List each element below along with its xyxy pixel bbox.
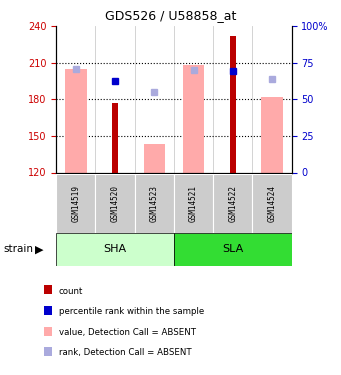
Text: SLA: SLA — [222, 244, 243, 254]
Bar — [56, 174, 95, 232]
Bar — [183, 65, 204, 172]
Text: count: count — [59, 286, 83, 296]
Text: GSM14523: GSM14523 — [150, 185, 159, 222]
Text: rank, Detection Call = ABSENT: rank, Detection Call = ABSENT — [59, 348, 191, 357]
Bar — [95, 174, 135, 232]
Text: SHA: SHA — [104, 244, 127, 254]
Bar — [135, 174, 174, 232]
Text: GSM14522: GSM14522 — [228, 185, 237, 222]
Bar — [174, 232, 292, 266]
Text: GSM14520: GSM14520 — [110, 185, 120, 222]
Text: GSM14521: GSM14521 — [189, 185, 198, 222]
Text: ▶: ▶ — [35, 244, 43, 254]
Text: value, Detection Call = ABSENT: value, Detection Call = ABSENT — [59, 328, 196, 337]
Bar — [65, 69, 87, 172]
Bar — [252, 174, 292, 232]
Bar — [229, 36, 236, 172]
Bar — [213, 174, 252, 232]
Text: GSM14524: GSM14524 — [267, 185, 277, 222]
Text: percentile rank within the sample: percentile rank within the sample — [59, 307, 204, 316]
Text: GDS526 / U58858_at: GDS526 / U58858_at — [105, 9, 236, 22]
Bar — [174, 174, 213, 232]
Text: GSM14519: GSM14519 — [71, 185, 80, 222]
Bar — [261, 97, 283, 172]
Text: strain: strain — [3, 244, 33, 254]
Bar — [56, 232, 174, 266]
Bar — [112, 103, 118, 172]
Bar — [144, 144, 165, 172]
